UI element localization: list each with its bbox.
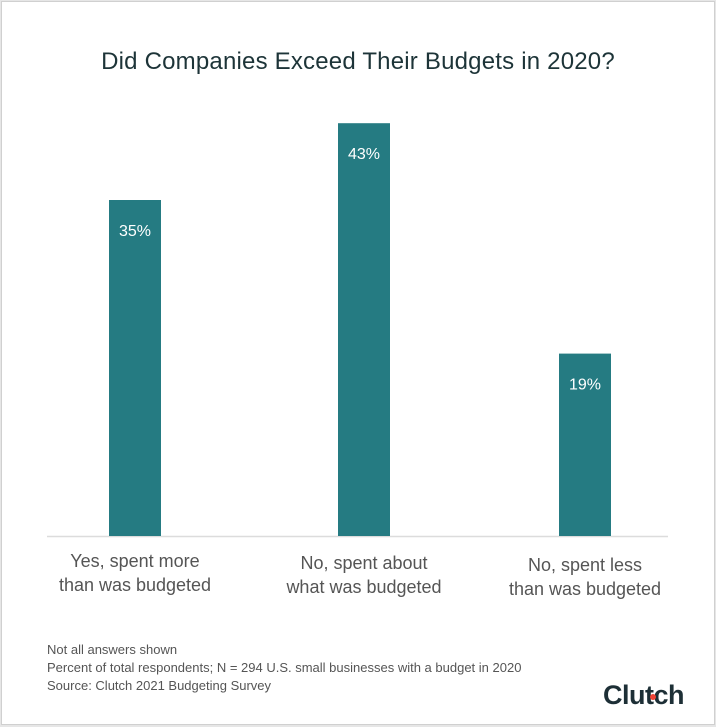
bar-1 [338,123,390,536]
x-tick-label-2: No, spent less than was budgeted [508,555,662,599]
data-label-1: 43% [348,146,380,163]
bar-0 [109,200,161,536]
x-tick-label-1: No, spent about what was budgeted [286,553,442,597]
x-tick-label-0: Yes, spent more than was budgeted [58,551,212,595]
note-answers: Not all answers shown [47,642,178,657]
data-label-0: 35% [119,223,151,240]
chart-notes: Not all answers shown Percent of total r… [47,641,521,695]
chart-title: Did Companies Exceed Their Budgets in 20… [101,48,615,75]
note-source: Source: Clutch 2021 Budgeting Survey [47,678,272,693]
bar-2 [559,353,611,536]
note-sample: Percent of total respondents; N = 294 U.… [47,660,522,675]
logo-dot [650,694,656,700]
data-label-2: 19% [569,377,601,394]
clutch-logo: Clutch [603,680,685,710]
